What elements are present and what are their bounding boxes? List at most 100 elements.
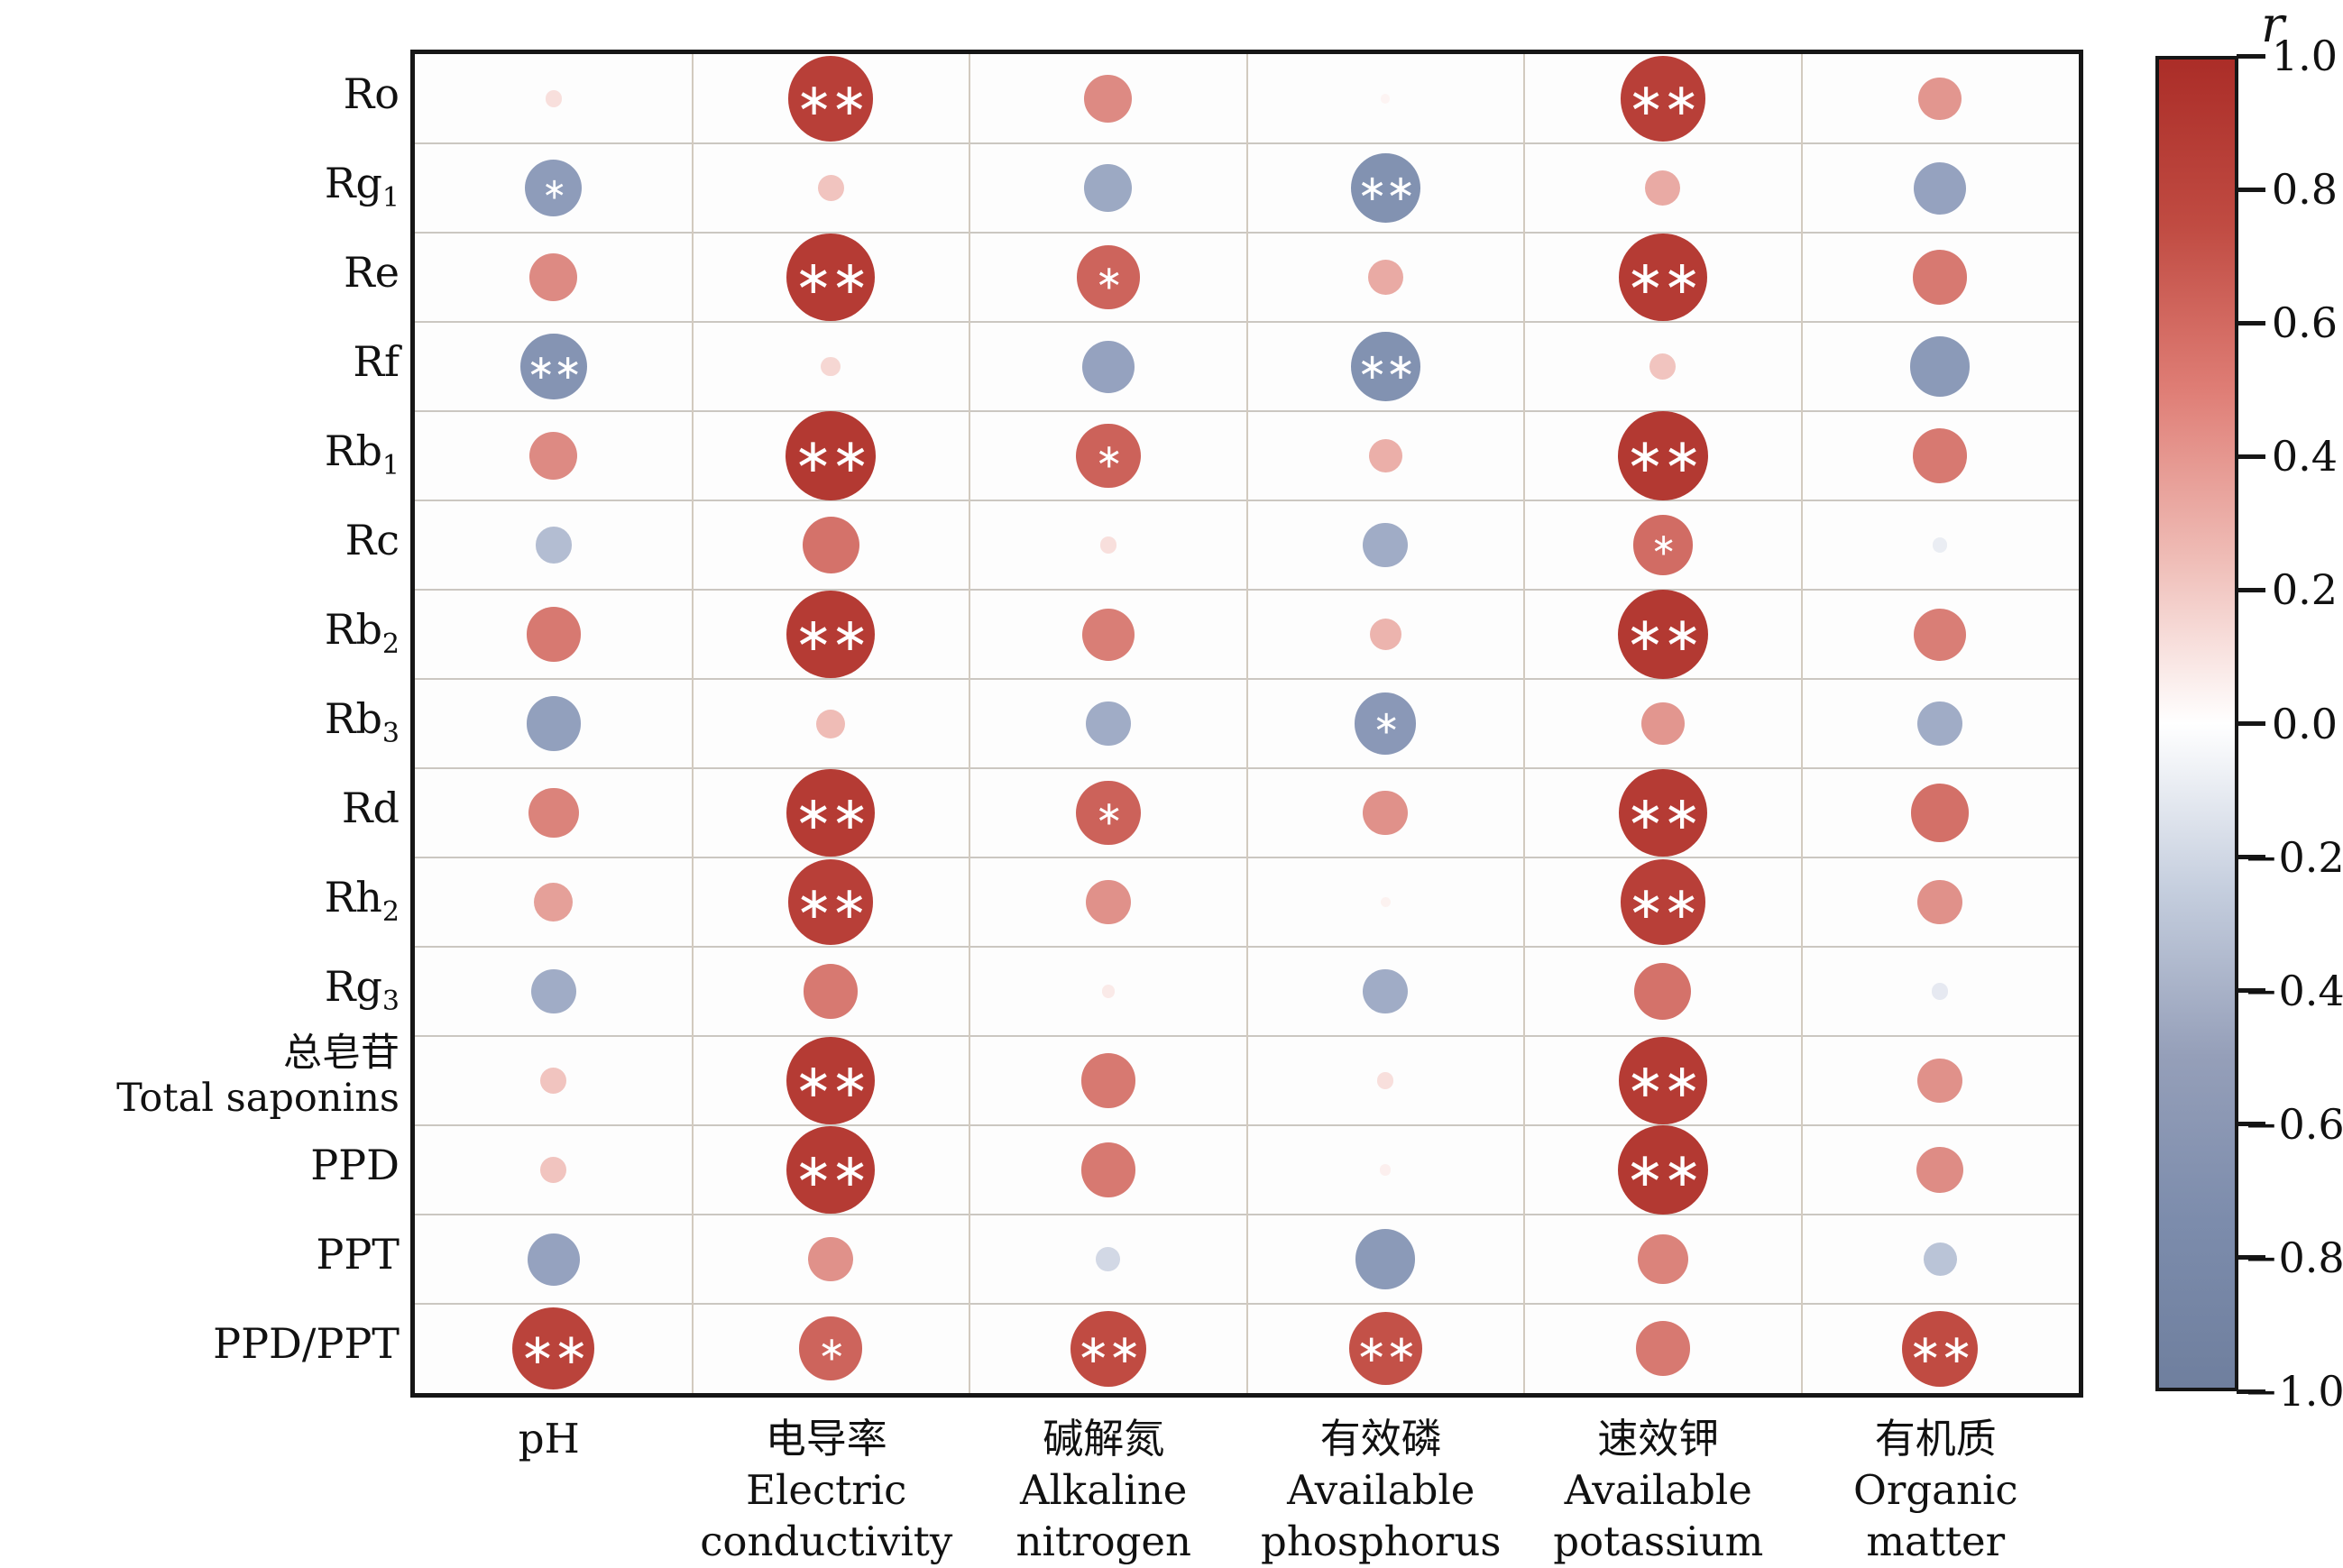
row-label-PPT: PPT (0, 1210, 400, 1299)
row-label-text: Rb3 (324, 694, 400, 750)
bubble-Rd-alkaline-nitrogen: ∗ (1075, 780, 1141, 846)
significance-marker: ∗∗ (1625, 608, 1702, 663)
bubble-PPD-PPT-available-potassium (1635, 1321, 1690, 1376)
colorbar-tick (2237, 1389, 2265, 1394)
colorbar-title: r (2261, 0, 2284, 53)
significance-marker: ∗∗ (1626, 1055, 1701, 1109)
bubble-Rb1-alkaline-nitrogen: ∗ (1075, 423, 1141, 489)
col-label-line: Available (1564, 1466, 1752, 1514)
bubble-PPD-alkaline-nitrogen (1080, 1142, 1135, 1197)
bubble-PPT-electric-conductivity (808, 1236, 854, 1282)
bubble-PPT-organic-matter (1923, 1242, 1957, 1277)
bubble-Rg1-alkaline-nitrogen (1084, 164, 1133, 212)
significance-marker: ∗∗ (1626, 787, 1701, 841)
bubble-Rb3-available-potassium (1640, 701, 1685, 746)
bubble-Rh2-organic-matter (1917, 879, 1963, 925)
row-label-subscript: 3 (381, 718, 400, 750)
col-label-available-phosphorus: 有效磷 Available phosphorus (1189, 1413, 1575, 1567)
colorbar-tick-label: −0.8 (2244, 1233, 2343, 1282)
row-label-text: Rg1 (324, 159, 400, 215)
colorbar-tick (2237, 721, 2265, 726)
bubble-Rb3-available-phosphorus: ∗ (1355, 692, 1417, 755)
row-label-text: Rb2 (324, 605, 400, 661)
bubble-Rb1-ph (529, 432, 578, 480)
bubble-Re-available-phosphorus (1367, 259, 1403, 296)
significance-marker: ∗∗ (1355, 1326, 1417, 1371)
row-label-Rb3: Rb3 (0, 674, 400, 764)
col-label-line: 有效磷 (1319, 1415, 1442, 1463)
colorbar-tick (2237, 187, 2265, 192)
row-label-Rb1: Rb1 (0, 407, 400, 496)
bubble-Rc-ph (535, 527, 572, 564)
significance-marker: ∗∗ (1356, 168, 1416, 210)
bubble-Rb1-organic-matter (1913, 428, 1968, 483)
bubble-Rf-electric-conductivity (821, 356, 841, 377)
bubble-PPT-available-potassium (1637, 1233, 1688, 1285)
significance-marker: ∗∗ (1076, 1325, 1142, 1372)
significance-marker: ∗∗ (794, 252, 869, 306)
row-label-text: Rc (345, 516, 400, 565)
colorbar-tick (2237, 1122, 2265, 1127)
plot-area: ∗∗ ∗∗ ∗ ∗∗ ∗∗ ∗ ∗∗ ∗∗ ∗∗ ∗∗ ∗ ∗∗ ∗ ∗∗ ∗∗ ∗ ∗∗ ∗ ∗∗ ∗∗ ∗∗ ∗∗ ∗∗… (410, 50, 2083, 1398)
bubble-Ro-available-phosphorus (1381, 94, 1391, 104)
column-gridline (1523, 54, 1525, 1393)
significance-marker: ∗ (1095, 793, 1123, 833)
bubble-Rc-available-potassium: ∗ (1632, 515, 1693, 575)
significance-marker: ∗∗ (519, 1324, 589, 1374)
row-label-Rb2: Rb2 (0, 585, 400, 674)
significance-marker: ∗∗ (795, 73, 868, 125)
bubble-Re-organic-matter (1913, 250, 1968, 305)
bubble-PPT-ph (527, 1233, 580, 1286)
row-label-text-en: Total saponins (116, 1075, 400, 1121)
col-label-line: pH (518, 1415, 580, 1463)
significance-marker: ∗ (1095, 258, 1123, 298)
bubble-Rb3-electric-conductivity (816, 709, 846, 738)
significance-marker: ∗ (1650, 527, 1676, 564)
bubble-Rh2-available-phosphorus (1380, 896, 1391, 908)
significance-marker: ∗∗ (526, 347, 583, 388)
bubble-Rb1-electric-conductivity: ∗∗ (786, 410, 877, 501)
significance-marker: ∗∗ (1627, 876, 1700, 929)
bubble-Ro-available-potassium: ∗∗ (1620, 56, 1705, 142)
bubble-Rh2-ph (534, 882, 574, 922)
colorbar-tick (2237, 454, 2265, 459)
bubble-Rg1-electric-conductivity (817, 175, 844, 201)
col-label-line: phosphorus (1261, 1518, 1502, 1565)
bubble-total-saponins-available-potassium: ∗∗ (1618, 1036, 1707, 1125)
bubble-Rb2-ph (526, 607, 581, 662)
bubble-Ro-alkaline-nitrogen (1084, 75, 1133, 123)
col-label-line: Organic (1852, 1466, 2018, 1514)
bubble-Rb2-available-potassium: ∗∗ (1617, 589, 1708, 680)
significance-marker: ∗ (541, 170, 567, 206)
colorbar-tick (2237, 988, 2265, 994)
column-gridline (1245, 54, 1248, 1393)
significance-marker: ∗∗ (793, 429, 870, 484)
row-label-subscript: 1 (381, 450, 400, 482)
colorbar-tick-label: 1.0 (2271, 32, 2338, 80)
colorbar-tick-label: −1.0 (2244, 1367, 2343, 1416)
bubble-Rc-electric-conductivity (802, 516, 859, 574)
bubble-Rb1-available-phosphorus (1368, 438, 1402, 473)
row-label-Rf: Rf (0, 317, 400, 407)
row-label-Rh2: Rh2 (0, 853, 400, 942)
bubble-Rb2-electric-conductivity: ∗∗ (786, 590, 875, 679)
colorbar-tick-label: −0.4 (2244, 966, 2343, 1015)
bubble-Rc-organic-matter (1933, 537, 1948, 553)
bubble-Rh2-available-potassium: ∗∗ (1620, 859, 1705, 945)
bubble-Rg1-available-phosphorus: ∗∗ (1350, 153, 1420, 223)
colorbar-tick (2237, 320, 2265, 326)
row-label-text: Rb1 (324, 426, 400, 482)
colorbar-tick-label: 0.2 (2271, 565, 2338, 615)
row-label-text: Rd (341, 784, 400, 833)
bubble-PPT-available-phosphorus (1355, 1229, 1416, 1289)
col-label-line: potassium (1553, 1518, 1764, 1565)
row-label-text: PPD (310, 1141, 400, 1190)
row-label-text: Rh2 (324, 873, 400, 929)
bubble-Ro-electric-conductivity: ∗∗ (788, 56, 874, 142)
bubble-Rf-available-potassium (1649, 353, 1677, 380)
row-label-subscript: 2 (381, 628, 400, 661)
significance-marker: ∗∗ (1627, 73, 1700, 125)
column-gridline (1800, 54, 1803, 1393)
significance-marker: ∗∗ (1625, 1143, 1702, 1198)
bubble-total-saponins-available-phosphorus (1377, 1072, 1394, 1089)
